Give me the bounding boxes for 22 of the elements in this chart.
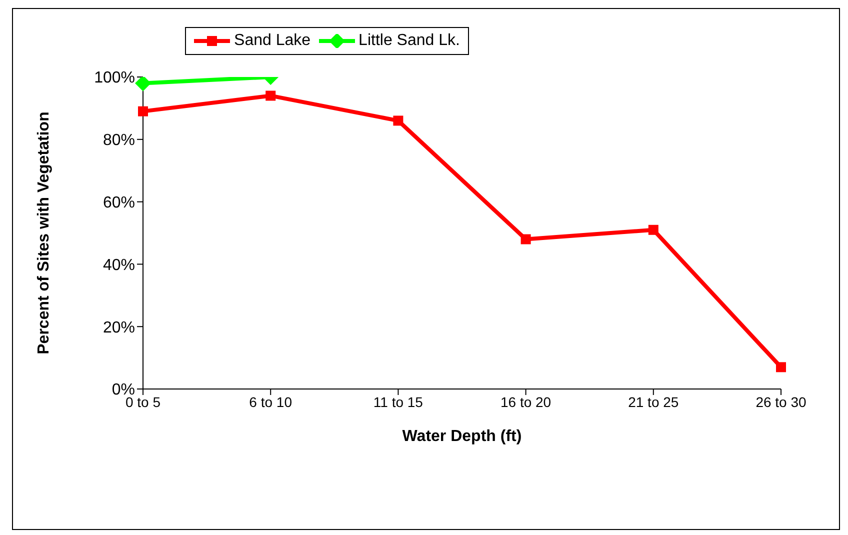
x-tick-label: 0 to 5 [125,394,161,410]
y-tick-label: 60% [102,194,135,212]
point [135,77,151,92]
x-tick-label: 21 to 25 [628,394,679,410]
x-tick-label: 16 to 20 [500,394,552,410]
x-tick-label: 11 to 15 [373,394,424,410]
y-tick-label: 40% [102,256,135,274]
point [138,106,148,116]
point [393,116,404,126]
y-axis-title: Percent of Sites with Vegetation [36,112,53,354]
y-tick-label: 80% [102,132,135,150]
point [520,234,531,244]
point [776,362,786,372]
point [648,224,658,235]
legend-label: Sand Lake [234,32,311,50]
legend-label: Little Sand Lk. [358,32,460,50]
x-axis-title: Water Depth (ft) [402,428,522,445]
y-tick-label: 100% [94,70,135,87]
x-tick-label: 6 to 10 [249,394,292,410]
y-tick-label: 20% [102,319,135,336]
x-tick-label: 26 to 30 [756,394,807,410]
point [266,90,276,101]
